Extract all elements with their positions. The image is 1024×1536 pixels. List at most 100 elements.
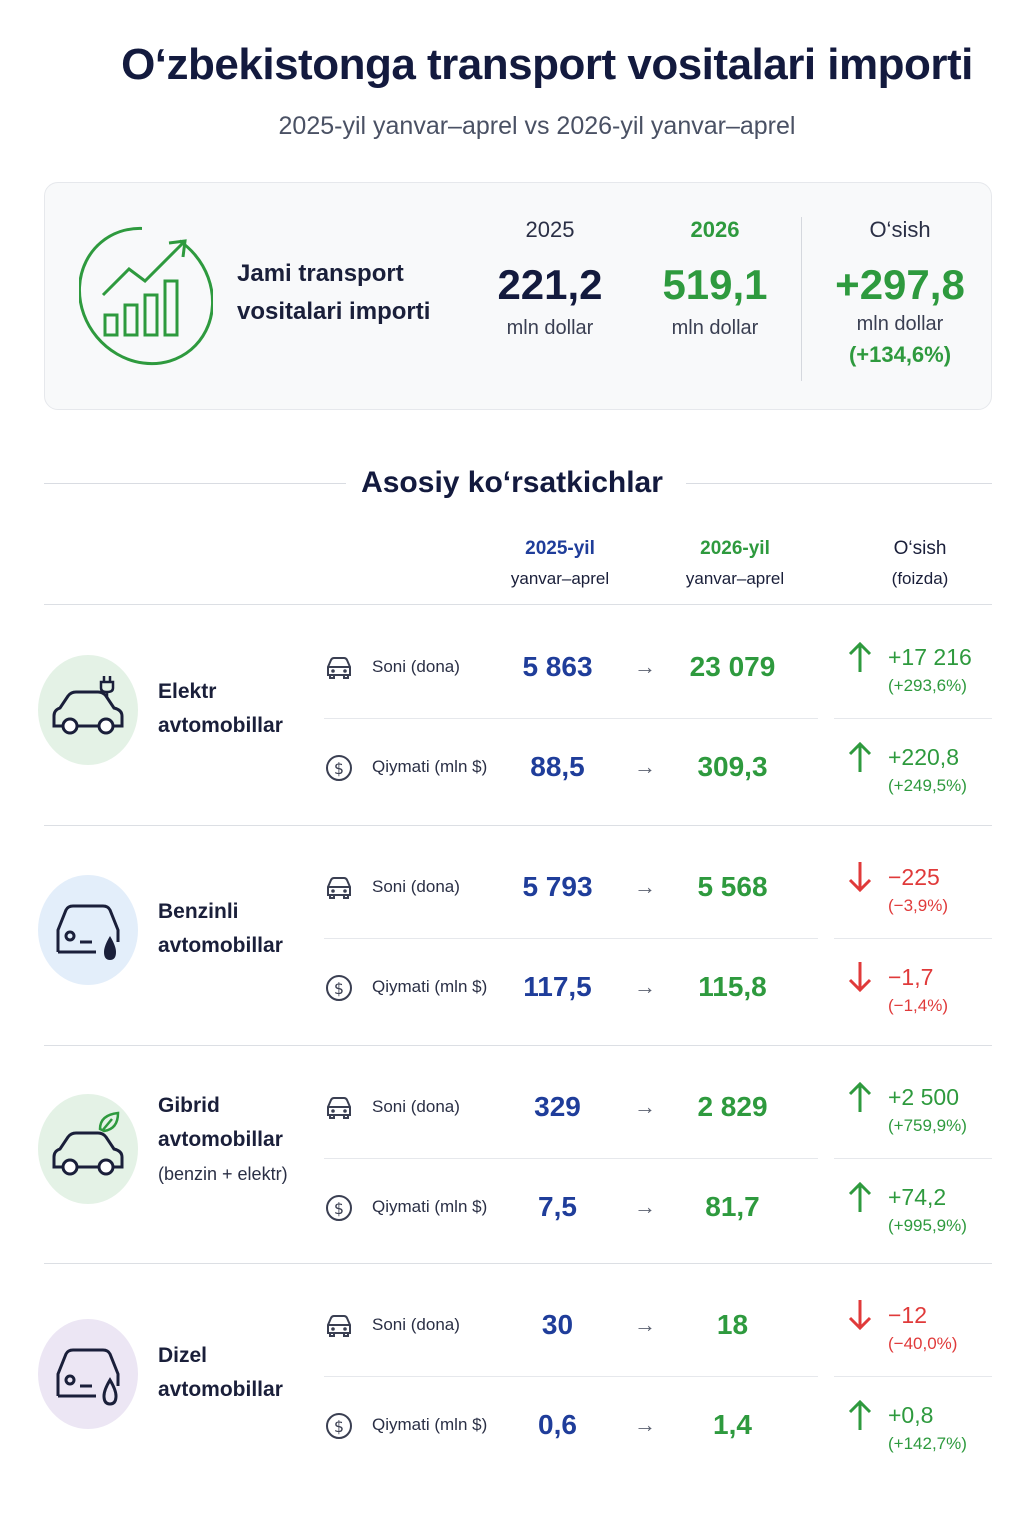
summary-card: Jami transport vositalari importi 2025 2… [44,182,992,410]
header-growth-label: O‘sish [893,538,947,559]
car-icon [324,873,354,903]
car-icon [324,653,354,683]
dollar-icon: $ [324,1411,354,1441]
page-subtitle: 2025-yil yanvar–aprel vs 2026-yil yanvar… [278,112,796,140]
header-2025-year: 2025-yil [525,538,595,559]
growth-chart-icon [77,219,215,369]
metric-label: Qiymati (mln $) [372,757,488,776]
header-2026-year: 2026-yil [700,538,770,559]
arrow-up-icon [846,1080,874,1114]
summary-value-2025: 221,2 [497,261,603,308]
growth-percent: (+995,9%) [888,1216,967,1235]
metric-label: Qiymati (mln $) [372,1197,488,1216]
arrow-up-icon [846,1398,874,1432]
growth-value: −225 [888,864,940,890]
arrow-right-icon: → [634,974,656,999]
category-name-line2: avtomobillar [158,714,283,737]
summary-growth-pct: (+134,6%) [848,342,952,367]
svg-text:$: $ [334,1417,344,1436]
value-2025: 88,5 [530,751,585,782]
arrow-up-icon [846,640,874,674]
value-2026: 115,8 [698,971,767,1002]
growth-percent: (+249,5%) [888,776,967,795]
svg-text:$: $ [334,979,344,998]
dollar-icon: $ [324,753,354,783]
category-name-line2: avtomobillar [158,934,283,957]
metric-label: Qiymati (mln $) [372,1415,488,1434]
value-2025: 117,5 [523,971,592,1002]
metric-label: Soni (dona) [372,1097,460,1116]
category-name-line1: Benzinli [158,900,239,923]
summary-growth-label: O‘sish [869,217,931,242]
arrow-right-icon: → [634,654,656,679]
category-name-note: (benzin + elektr) [158,1164,288,1184]
value-2025: 5 863 [522,651,593,682]
arrow-down-icon [846,860,874,894]
summary-growth-unit: mln dollar [856,313,944,335]
row-divider [834,718,992,719]
value-2025: 7,5 [538,1191,577,1222]
growth-percent: (−3,9%) [888,896,948,915]
category-name-line1: Gibrid [158,1094,220,1117]
row-divider [324,1376,818,1377]
dollar-icon: $ [324,973,354,1003]
diesel-car-icon [38,1319,138,1429]
value-2025: 30 [541,1309,574,1340]
row-divider [834,1158,992,1159]
header-2026-period: yanvar–aprel [685,569,785,588]
growth-value: −12 [888,1302,928,1328]
category-name-line1: Elektr [158,680,217,703]
value-2026: 2 829 [697,1091,768,1122]
growth-percent: (+759,9%) [888,1116,967,1135]
growth-value: +0,8 [888,1402,934,1428]
arrow-right-icon: → [634,874,656,899]
category-name: Elektr avtomobillar [158,675,318,743]
electric-car-icon [38,655,138,765]
arrow-down-icon [846,960,874,994]
arrow-right-icon: → [634,1312,656,1337]
category-name: Dizel avtomobillar [158,1339,318,1407]
summary-2025: 2025 221,2 mln dollar [475,217,625,340]
page-title: O‘zbekistonga transport vositalari impor… [121,40,973,89]
value-2026: 5 568 [697,871,768,902]
summary-label: Jami transport vositalari importi [237,260,431,325]
table-top-divider [44,604,992,605]
header-growth: O‘sish (foizda) [855,534,985,594]
car-icon [324,1311,354,1341]
metric-label: Soni (dona) [372,1315,460,1334]
growth-percent: (−40,0%) [888,1334,958,1353]
section-divider-right [686,483,992,484]
hybrid-car-icon [38,1094,138,1204]
summary-year-2026: 2026 [690,217,740,242]
growth-percent: (+293,6%) [888,676,967,695]
summary-unit-2025: mln dollar [506,317,594,339]
category-name-line2: avtomobillar [158,1128,283,1151]
value-2026: 309,3 [697,751,768,782]
arrow-right-icon: → [634,1412,656,1437]
summary-growth-value: +297,8 [835,261,965,308]
summary-unit-2026: mln dollar [671,317,759,339]
arrow-up-icon [846,740,874,774]
value-2026: 81,7 [705,1191,760,1222]
growth-value: −1,7 [888,964,934,990]
value-2025: 0,6 [538,1409,577,1440]
header-growth-unit: (foizda) [891,569,949,588]
row-divider [834,938,992,939]
arrow-right-icon: → [634,1194,656,1219]
category-name-line1: Dizel [158,1344,208,1367]
growth-percent: (+142,7%) [888,1434,967,1453]
growth-value: +2 500 [888,1084,959,1110]
row-divider [324,1158,818,1159]
header-2025-period: yanvar–aprel [510,569,610,588]
petrol-car-icon [38,875,138,985]
metric-label: Qiymati (mln $) [372,977,488,996]
arrow-right-icon: → [634,1094,656,1119]
summary-divider [801,217,802,381]
arrow-right-icon: → [634,754,656,779]
value-2026: 18 [716,1309,749,1340]
value-2026: 1,4 [713,1409,752,1440]
growth-value: +74,2 [888,1184,947,1210]
category-name: Gibrid avtomobillar (benzin + elektr) [158,1089,318,1191]
header-2026: 2026-yil yanvar–aprel [665,534,805,594]
row-divider [324,938,818,939]
